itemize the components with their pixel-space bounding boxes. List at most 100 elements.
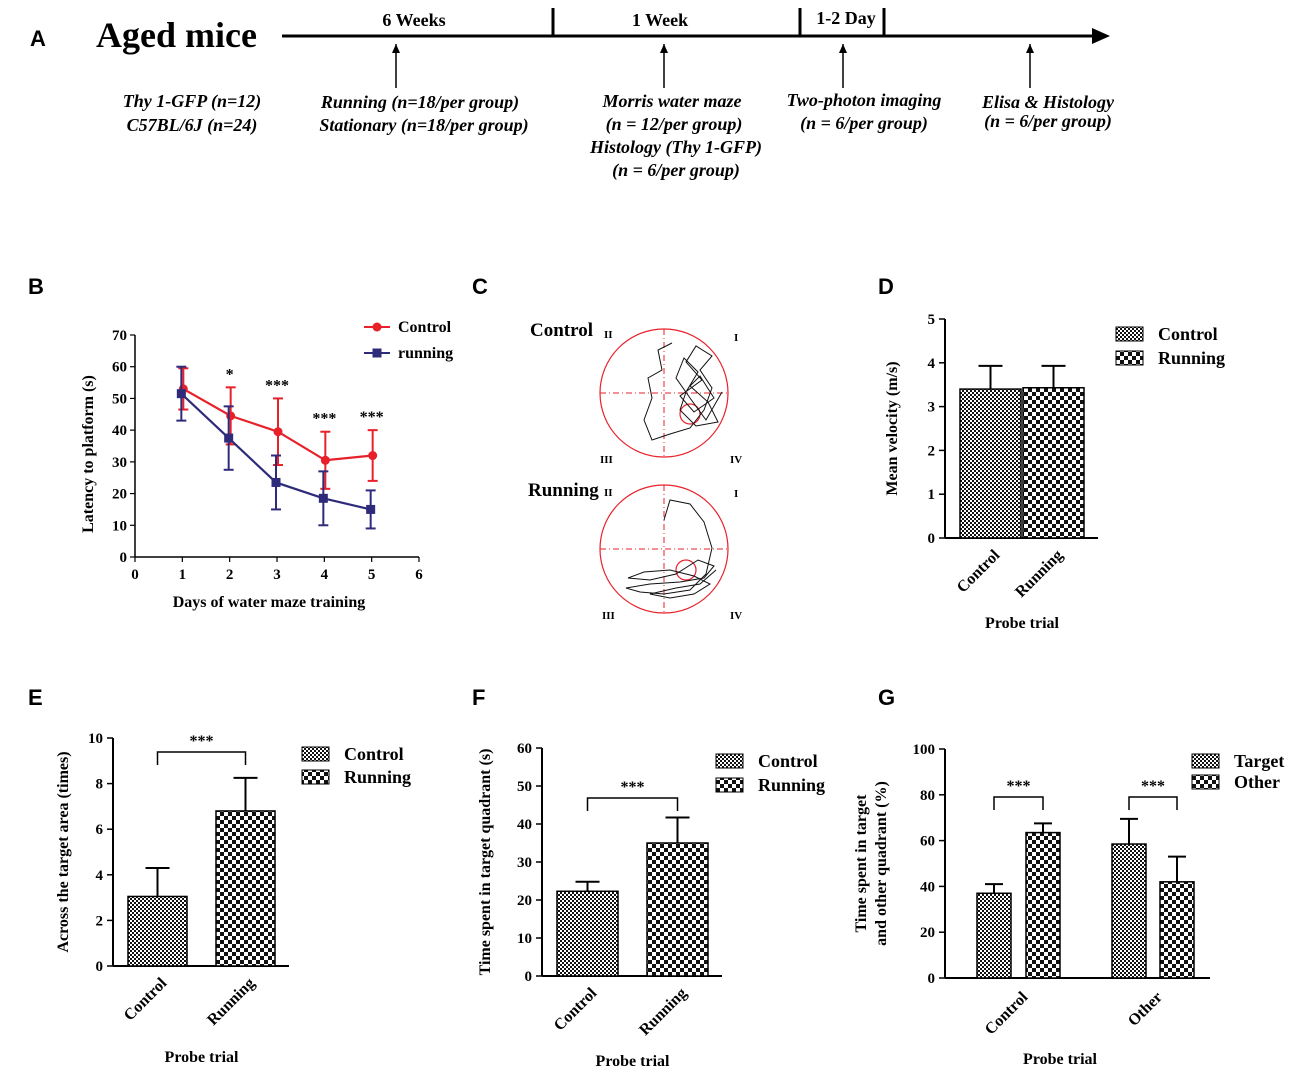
x-tick-label: Control — [121, 974, 171, 1024]
b-x-tick-label: 4 — [321, 567, 329, 583]
pool-control-platform — [679, 403, 701, 425]
b-y-tick-label: 50 — [112, 391, 127, 407]
x-tick-label: Control — [551, 984, 601, 1034]
y-tick-label: 3 — [928, 400, 936, 416]
y-tick-label: 30 — [517, 855, 532, 871]
y-tick-label: 20 — [920, 925, 935, 941]
x-axis-label: Probe trial — [985, 615, 1059, 632]
bar-control — [959, 388, 1022, 539]
pool-control-quad-i: I — [734, 332, 738, 344]
y-tick-label: 40 — [920, 879, 935, 895]
panel-a: A Aged mice 6 Weeks 1 Week 1-2 Day Thy 1… — [30, 8, 1115, 181]
bar-running — [215, 810, 276, 967]
y-tick-label: 0 — [928, 971, 936, 987]
panel-label-a: A — [30, 26, 46, 51]
bar-other-target — [1111, 843, 1147, 979]
pool-control-track — [643, 342, 723, 441]
pool-running-track — [625, 499, 717, 599]
legend-label: Other — [1234, 772, 1280, 792]
y-axis-label: Time spent in target quadrant (s) — [477, 749, 494, 976]
y-tick-label: 5 — [928, 312, 936, 328]
panel-label-f: F — [472, 685, 485, 710]
panel-g-chart: 0 20 40 60 80 100 Time spent in target and othe… — [853, 742, 1284, 1068]
event-3-line-2: (n = 6/per group) — [800, 113, 928, 134]
legend-label: Control — [344, 744, 404, 764]
pool-control-quad-iv: IV — [730, 454, 742, 466]
track-label-control: Control — [530, 320, 593, 341]
b-y-tick-label: 10 — [112, 518, 127, 534]
y-axis-label: Across the target area (times) — [55, 751, 72, 952]
event-1-line-2: Stationary (n=18/per group) — [319, 115, 528, 136]
b-y-tick-label: 70 — [112, 328, 127, 344]
timeline-arrow-head — [1092, 28, 1110, 44]
pool-running-quad-iv: IV — [730, 610, 742, 622]
legend-label: Running — [344, 767, 411, 787]
pool-running-quad-iii: III — [602, 610, 615, 622]
pool-running: II I III IV — [599, 484, 742, 622]
significance-label: *** — [621, 779, 645, 796]
y-tick-label: 40 — [517, 817, 532, 833]
b-significance: *** — [360, 409, 384, 426]
b-x-tick-label: 1 — [179, 567, 187, 583]
b-point-control — [368, 451, 378, 461]
b-x-tick-label: 0 — [131, 567, 139, 583]
b-point-control — [226, 411, 236, 421]
y-tick-label: 4 — [96, 868, 104, 884]
legend-swatch — [715, 777, 744, 793]
significance-bracket — [1128, 796, 1178, 810]
y-tick-label: 10 — [517, 931, 532, 947]
pool-control: II I III IV — [599, 328, 742, 466]
b-point-control — [320, 455, 330, 465]
b-legend-marker — [372, 348, 382, 358]
y-axis-label: Mean velocity (m/s) — [884, 361, 901, 495]
significance-label: *** — [1007, 778, 1031, 795]
panel-label-b: B — [28, 274, 44, 299]
bar-running — [1022, 387, 1085, 539]
legend-swatch — [1191, 774, 1220, 790]
legend-swatch — [1115, 326, 1144, 342]
b-x-tick-label: 5 — [368, 567, 376, 583]
legend-label: Target — [1234, 751, 1284, 771]
b-point-running — [366, 504, 376, 514]
y-tick-label: 0 — [525, 969, 533, 985]
y-tick-label: 0 — [928, 531, 936, 547]
timeline-title: Aged mice — [96, 15, 257, 55]
pool-running-platform — [675, 559, 697, 581]
y-tick-label: 6 — [96, 822, 104, 838]
x-axis-label: Probe trial — [165, 1049, 239, 1066]
significance-label: *** — [1141, 778, 1165, 795]
y-tick-label: 50 — [517, 779, 532, 795]
x-axis-label: Probe trial — [1023, 1051, 1097, 1068]
y-axis-label: Time spent in target — [853, 794, 870, 933]
panel-e-chart: 0 2 4 6 8 10 Across the target area (times) Con… — [55, 731, 411, 1066]
panel-label-e: E — [28, 685, 43, 710]
b-y-axis-label: Latency to platform (s) — [80, 375, 97, 533]
significance-bracket — [156, 751, 247, 765]
x-axis-label: Probe trial — [596, 1053, 670, 1070]
legend-swatch — [715, 753, 744, 769]
y-tick-label: 10 — [88, 731, 103, 747]
b-point-running — [271, 477, 281, 487]
bar-other-other — [1159, 881, 1195, 979]
b-legend-label: Control — [398, 319, 452, 336]
legend-label: Control — [758, 751, 818, 771]
b-point-control — [273, 427, 283, 437]
legend-swatch — [1191, 753, 1220, 769]
significance-bracket — [586, 797, 679, 811]
event-2-line-2: (n = 12/per group) — [606, 114, 743, 135]
panel-label-g: G — [878, 685, 895, 710]
bar-control-target — [976, 892, 1012, 979]
panel-f-chart: 0 10 20 30 40 50 60 Time spent in target quadra… — [477, 741, 825, 1070]
pool-running-quad-i: I — [734, 488, 738, 500]
y-tick-label: 60 — [517, 741, 532, 757]
x-tick-label: Control — [954, 546, 1004, 596]
b-significance: *** — [312, 411, 336, 428]
x-tick-label: Running — [1012, 547, 1066, 601]
phase-label-3: 1-2 Day — [816, 8, 876, 28]
pool-control-quad-iii: III — [600, 454, 613, 466]
b-point-running — [176, 389, 186, 399]
event-2-line-3: Histology (Thy 1-GFP) — [589, 137, 762, 158]
pool-running-quad-ii: II — [604, 487, 613, 499]
b-y-tick-label: 60 — [112, 360, 127, 376]
event-2-line-4: (n = 6/per group) — [612, 160, 740, 181]
